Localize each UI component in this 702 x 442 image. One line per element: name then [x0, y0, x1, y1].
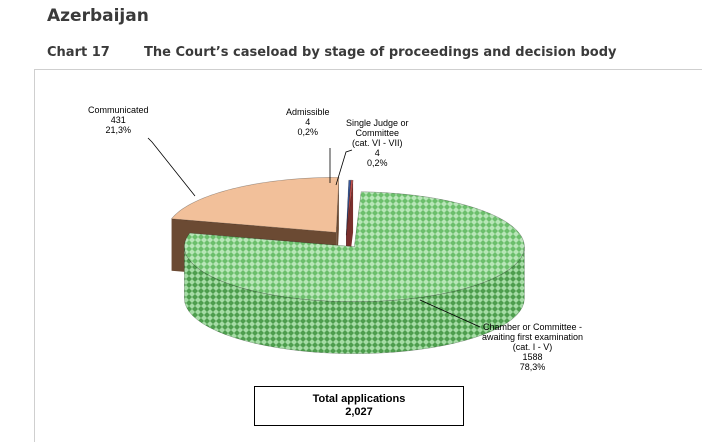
slice-3-top [345, 179, 354, 236]
chart-frame [34, 69, 702, 442]
label-single-judge: Single Judge or Committee (cat. VI - VII… [346, 118, 409, 168]
total-applications-box: Total applications 2,027 [254, 386, 464, 426]
label-chamber: Chamber or Committee - awaiting first ex… [482, 322, 584, 372]
total-value: 2,027 [345, 406, 373, 418]
leader-communicated [147, 137, 196, 197]
leader-single-judge [335, 149, 353, 186]
label-communicated: Communicated 431 21,3% [88, 105, 149, 135]
slice-0-top [184, 191, 525, 303]
total-label: Total applications [312, 393, 406, 405]
slice-1-top [170, 177, 340, 233]
chart-number: Chart 17 [47, 45, 110, 60]
chart-title: The Court’s caseload by stage of proceed… [144, 45, 617, 60]
country-heading: Azerbaijan [47, 6, 149, 26]
leader-chamber [419, 299, 481, 328]
label-admissible: Admissible 4 0,2% [286, 107, 330, 137]
slice-2-top [345, 179, 352, 236]
